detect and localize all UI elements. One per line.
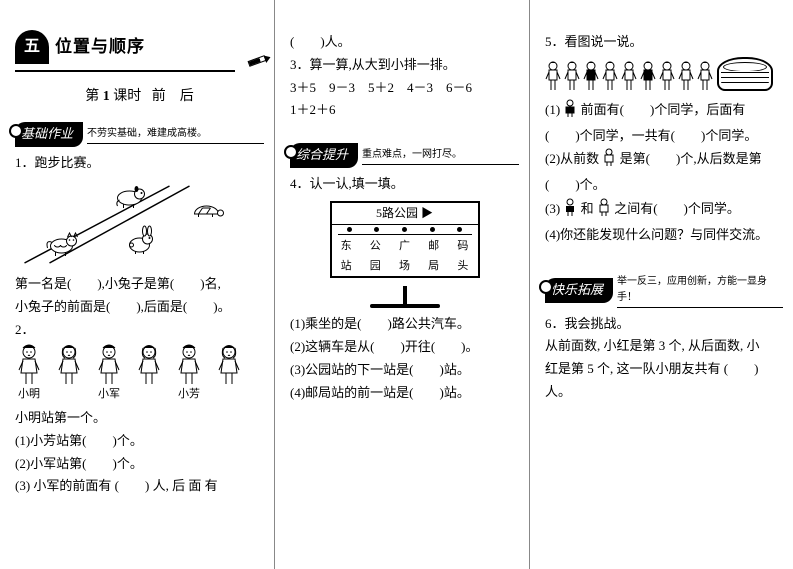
- q5-3c: 之间有( )个同学。: [614, 201, 740, 216]
- person-icon: [602, 148, 616, 173]
- queue-person: [697, 61, 713, 91]
- q4-2: (2)这辆车是从( )开往( )。: [290, 337, 519, 358]
- queue-person: [640, 61, 656, 91]
- q3-exprs: 3＋5 9－3 5＋2 4－3 6－6: [290, 78, 519, 99]
- kid-figure: 小军: [95, 344, 123, 404]
- lesson-mid: 课时: [113, 89, 141, 104]
- q4-4: (4)邮局站的前一站是( )站。: [290, 383, 519, 404]
- sign-stop: 码: [457, 238, 468, 256]
- unit-title: 位置与顺序: [55, 33, 145, 60]
- column-2: ( )人。 3．算一算,从大到小排一排。 3＋5 9－3 5＋2 4－3 6－6…: [275, 0, 530, 569]
- q4-1: (1)乘坐的是( )路公共汽车。: [290, 314, 519, 335]
- q5-3: (3) 和 之间有( )个同学。: [545, 198, 783, 223]
- q4-3: (3)公园站的下一站是( )站。: [290, 360, 519, 381]
- kids-row: 小明 小军 小芳: [15, 344, 264, 404]
- q5-2-line1: (2)从前数 是第( )个,从后数是第: [545, 148, 783, 173]
- column-3: 5．看图说一说。: [530, 0, 793, 569]
- lesson-num: 1: [103, 89, 110, 104]
- race-illustration: [15, 178, 264, 268]
- banner-basic-label: 基础作业: [15, 122, 83, 147]
- q1-line-b: 小兔子的前面是( ),后面是( )。: [15, 297, 264, 318]
- sign-stop: 头: [457, 258, 468, 276]
- banner-synth-label: 综合提升: [290, 143, 358, 168]
- banner-synth-sub: 重点难点，一网打尽。: [362, 147, 519, 165]
- kid-figure: 小明: [15, 344, 43, 404]
- q2-2: (2)小军站第( )个。: [15, 454, 264, 475]
- q5-1-line1: (1) 前面有( )个同学，后面有: [545, 99, 783, 124]
- queue-person: [545, 61, 561, 91]
- sign-stop: 邮: [428, 238, 439, 256]
- q1-line-a: 第一名是( ),小兔子是第( )名,: [15, 274, 264, 295]
- queue-person: [621, 61, 637, 91]
- lesson-prefix: 第: [85, 89, 99, 104]
- q5-2b: 是第( )个,从后数是第: [620, 151, 762, 166]
- q4-title: 4．认一认,填一填。: [290, 174, 519, 195]
- sign-stop: 场: [399, 258, 410, 276]
- banner-basic-sub: 不劳实基础，难建成高楼。: [87, 126, 264, 144]
- q5-title: 5．看图说一说。: [545, 32, 783, 53]
- q5-1-line2: ( )个同学，一共有( )个同学。: [545, 126, 783, 147]
- person-icon: [563, 99, 577, 124]
- q5-2-line2: ( )个。: [545, 175, 783, 196]
- q2-cont: ( )人。: [290, 32, 519, 53]
- q3-extra: 1＋2＋6: [290, 100, 519, 121]
- lesson-a: 前: [152, 89, 166, 104]
- well-icon: [717, 57, 773, 91]
- banner-ext: 快乐拓展 举一反三，应用创新，方能一显身手！: [545, 274, 783, 308]
- queue-person: [602, 61, 618, 91]
- sign-stop: 广: [399, 238, 410, 256]
- q1-title: 1．跑步比赛。: [15, 153, 264, 174]
- sign-stop: 园: [370, 258, 381, 276]
- lesson-b: 后: [180, 89, 194, 104]
- q3-title: 3．算一算,从大到小排一排。: [290, 55, 519, 76]
- sign-stop: 局: [428, 258, 439, 276]
- sign-stop: 公: [370, 238, 381, 256]
- kid-figure: 小芳: [175, 344, 203, 404]
- unit-underline: [15, 70, 235, 72]
- queue-person: [678, 61, 694, 91]
- q5-3a: (3): [545, 201, 560, 216]
- q6-b: 红是第 5 个, 这一队小朋友共有 ( ): [545, 359, 783, 380]
- kid-figure: [215, 344, 243, 404]
- q5-1b: 前面有( )个同学，后面有: [581, 102, 746, 117]
- banner-basic: 基础作业 不劳实基础，难建成高楼。: [15, 122, 264, 147]
- q6-c: 人。: [545, 382, 783, 403]
- q5-4: (4)你还能发现什么问题？与同伴交流。: [545, 225, 783, 246]
- sign-title: 5路公园: [376, 206, 418, 220]
- queue-person: [583, 61, 599, 91]
- q6-a: 从前面数, 小红是第 3 个, 从后面数, 小: [545, 336, 783, 357]
- unit-badge: 五: [15, 30, 49, 64]
- queue-illustration: [545, 57, 783, 91]
- sign-stop: 东: [341, 238, 352, 256]
- banner-ext-sub: 举一反三，应用创新，方能一显身手！: [617, 274, 783, 308]
- person-icon: [563, 198, 577, 223]
- queue-person: [659, 61, 675, 91]
- kid-figure: [135, 344, 163, 404]
- q2-3: (3) 小军的前面有 ( ) 人, 后 面 有: [15, 476, 264, 497]
- column-1: 五 位置与顺序 第 1 课时 前 后 基础作业 不劳实基础，难建成高楼。 1．跑…: [0, 0, 275, 569]
- queue-person: [564, 61, 580, 91]
- person-icon: [597, 198, 611, 223]
- sign-stop: 站: [341, 258, 352, 276]
- q5-3b: 和: [581, 201, 594, 216]
- lesson-title: 第 1 课时 前 后: [15, 86, 264, 108]
- q5-1a: (1): [545, 102, 560, 117]
- q5-2a: (2)从前数: [545, 151, 599, 166]
- kid-figure: [55, 344, 83, 404]
- q2-lead: 小明站第一个。: [15, 408, 264, 429]
- q2-1: (1)小芳站第( )个。: [15, 431, 264, 452]
- q6-title: 6．我会挑战。: [545, 314, 783, 335]
- bus-sign: 5路公园 ▶ 东公广邮码 站园场局头: [290, 201, 519, 308]
- unit-header: 五 位置与顺序: [15, 30, 264, 64]
- sign-arrow: ▶: [421, 206, 433, 220]
- banner-synth: 综合提升 重点难点，一网打尽。: [290, 143, 519, 168]
- banner-ext-label: 快乐拓展: [545, 278, 613, 303]
- q2-title: 2．: [15, 320, 264, 341]
